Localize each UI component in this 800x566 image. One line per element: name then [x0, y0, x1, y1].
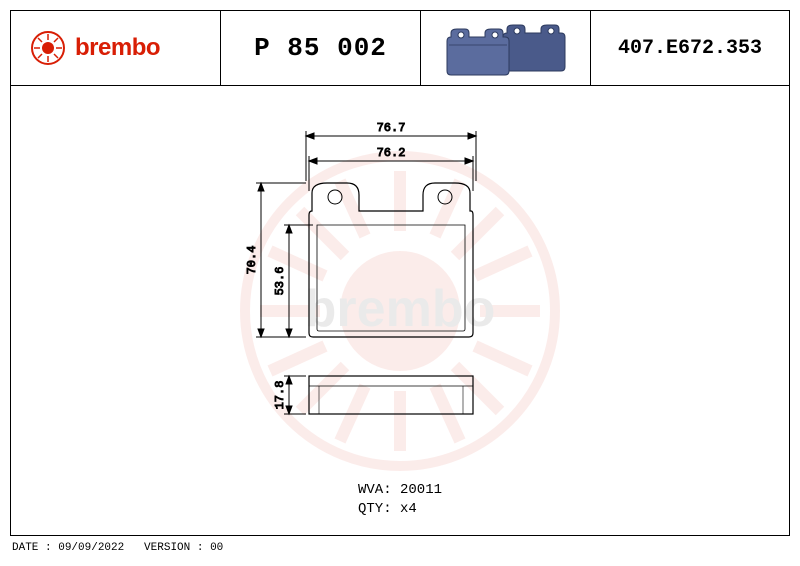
header-row: brembo P 85 002: [11, 11, 789, 86]
version-value: 00: [210, 542, 223, 554]
part-number: P 85 002: [254, 33, 387, 63]
technical-drawing: 76.7 76.2: [241, 116, 521, 521]
sheet-border: brembo P 85 002: [10, 10, 790, 536]
qty-label: QTY:: [358, 501, 392, 517]
date-value: 09/09/2022: [58, 542, 124, 554]
date-label: DATE :: [12, 542, 52, 554]
dim-inner-height: 53.6: [273, 267, 287, 296]
brake-pad-icon: [441, 19, 571, 77]
dim-inner-width: 76.2: [377, 146, 406, 160]
dim-thickness: 17.8: [273, 381, 287, 410]
footer: DATE : 09/09/2022 VERSION : 00: [12, 542, 223, 554]
brand-logo-icon: [31, 31, 65, 65]
code-cell: 407.E672.353: [591, 11, 789, 85]
wva-label: WVA:: [358, 482, 392, 498]
dim-outer-width: 76.7: [377, 121, 406, 135]
product-code: 407.E672.353: [618, 37, 762, 60]
product-icon-cell: [421, 11, 591, 85]
version-label: VERSION :: [144, 542, 203, 554]
brand-logo-wrapper: brembo: [31, 31, 160, 65]
qty-value: x4: [400, 501, 417, 517]
content-area: brembo 76.7: [11, 86, 789, 535]
wva-value: 20011: [400, 482, 442, 498]
brand-cell: brembo: [11, 11, 221, 85]
info-block: WVA: 20011 QTY: x4: [358, 481, 442, 520]
brand-name: brembo: [75, 34, 160, 62]
part-number-cell: P 85 002: [221, 11, 421, 85]
dim-outer-height: 70.4: [245, 246, 259, 275]
